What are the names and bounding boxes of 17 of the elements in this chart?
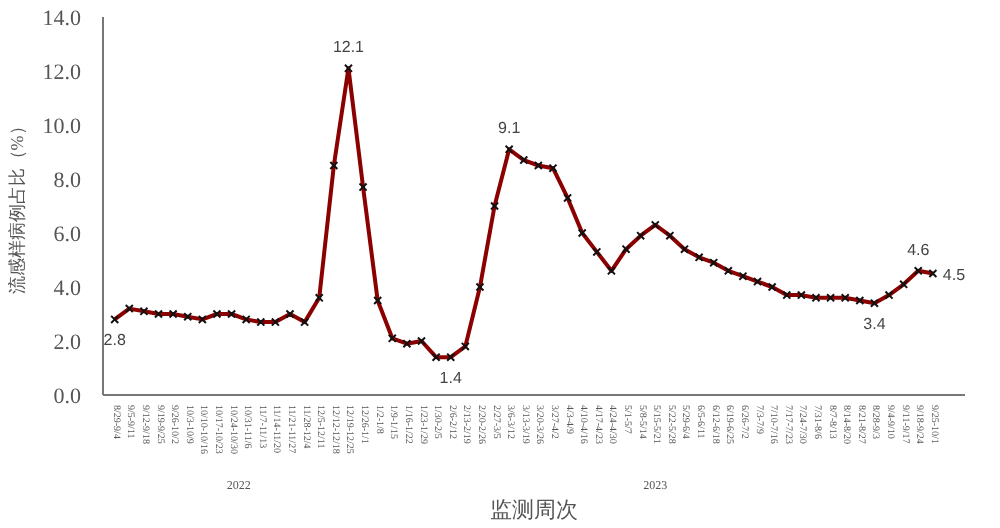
data-label: 3.4 <box>863 315 887 334</box>
y-tick-label: 4.0 <box>53 277 82 301</box>
data-label: 4.6 <box>907 240 931 259</box>
y-tick-label: 12.0 <box>42 61 82 85</box>
y-tick-label: 6.0 <box>53 223 82 247</box>
y-tick-label: 0.0 <box>53 385 82 409</box>
y-tick-label: 8.0 <box>53 169 82 193</box>
y-tick-label: 2.0 <box>53 331 82 355</box>
x-axis-title: 监测周次 <box>490 499 578 523</box>
data-label: 1.4 <box>439 369 463 388</box>
data-label: 4.5 <box>942 265 967 284</box>
y-tick-label: 14.0 <box>42 7 82 31</box>
y-axis-title: 流感样病例占比（%） <box>6 117 27 295</box>
data-label: 2.8 <box>103 331 127 350</box>
data-label: 9.1 <box>498 119 522 138</box>
data-label: 12.1 <box>332 38 366 57</box>
y-tick-label: 10.0 <box>42 115 82 139</box>
